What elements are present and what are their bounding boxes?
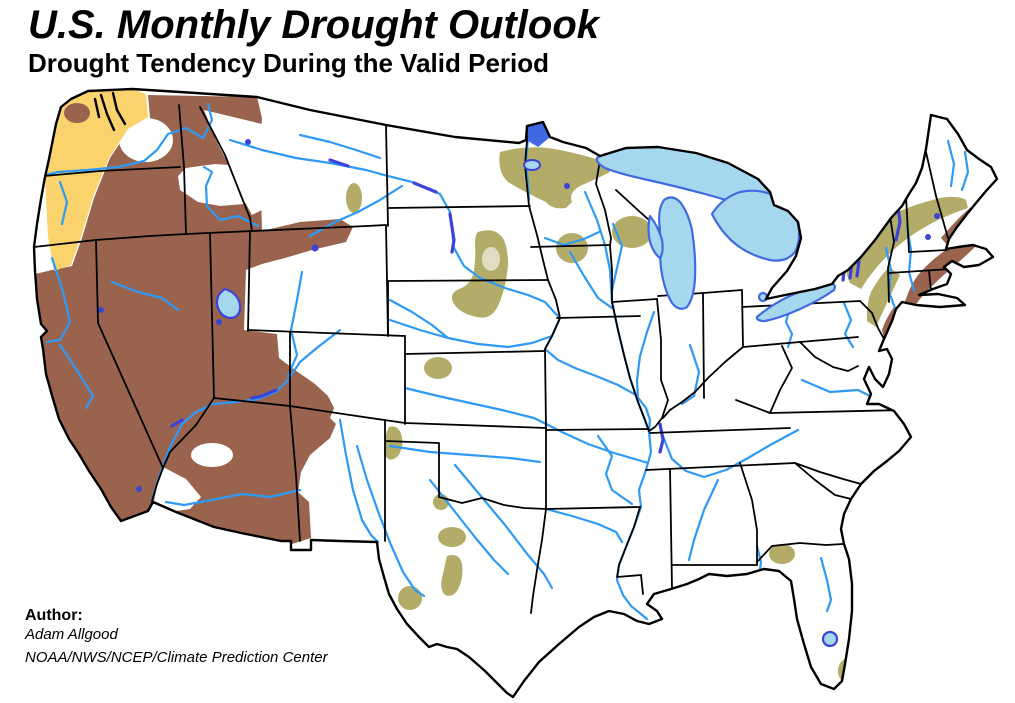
lake-erie bbox=[755, 281, 836, 323]
reservoirs-and-small-lakes bbox=[98, 139, 940, 492]
lake-huron bbox=[710, 189, 801, 262]
drought-persists-region bbox=[35, 95, 353, 544]
page-subtitle: Drought Tendency During the Valid Period bbox=[28, 48, 550, 78]
state-borders bbox=[34, 104, 951, 614]
drought-improves-patch bbox=[482, 247, 500, 271]
drought-removal-region bbox=[45, 89, 148, 271]
page-title: U.S. Monthly Drought Outlook bbox=[28, 3, 600, 47]
puget-sound-inlets bbox=[93, 91, 127, 132]
author-block: Author: Adam Allgood NOAA/NWS/NCEP/Clima… bbox=[25, 607, 328, 666]
drought-persists-holes bbox=[119, 110, 262, 511]
lake-okeechobee bbox=[821, 630, 839, 648]
green-bay bbox=[647, 214, 664, 260]
lake-michigan bbox=[658, 196, 697, 310]
header: U.S. Monthly Drought Outlook Drought Ten… bbox=[28, 4, 599, 79]
author-label: Author: bbox=[25, 607, 83, 624]
great-salt-lake bbox=[215, 287, 242, 320]
red-lake bbox=[523, 159, 541, 171]
author-organization: NOAA/NWS/NCEP/Climate Prediction Center bbox=[25, 649, 328, 666]
olympic-peninsula-persists-patch bbox=[64, 103, 90, 123]
author-name: Adam Allgood bbox=[25, 626, 118, 643]
